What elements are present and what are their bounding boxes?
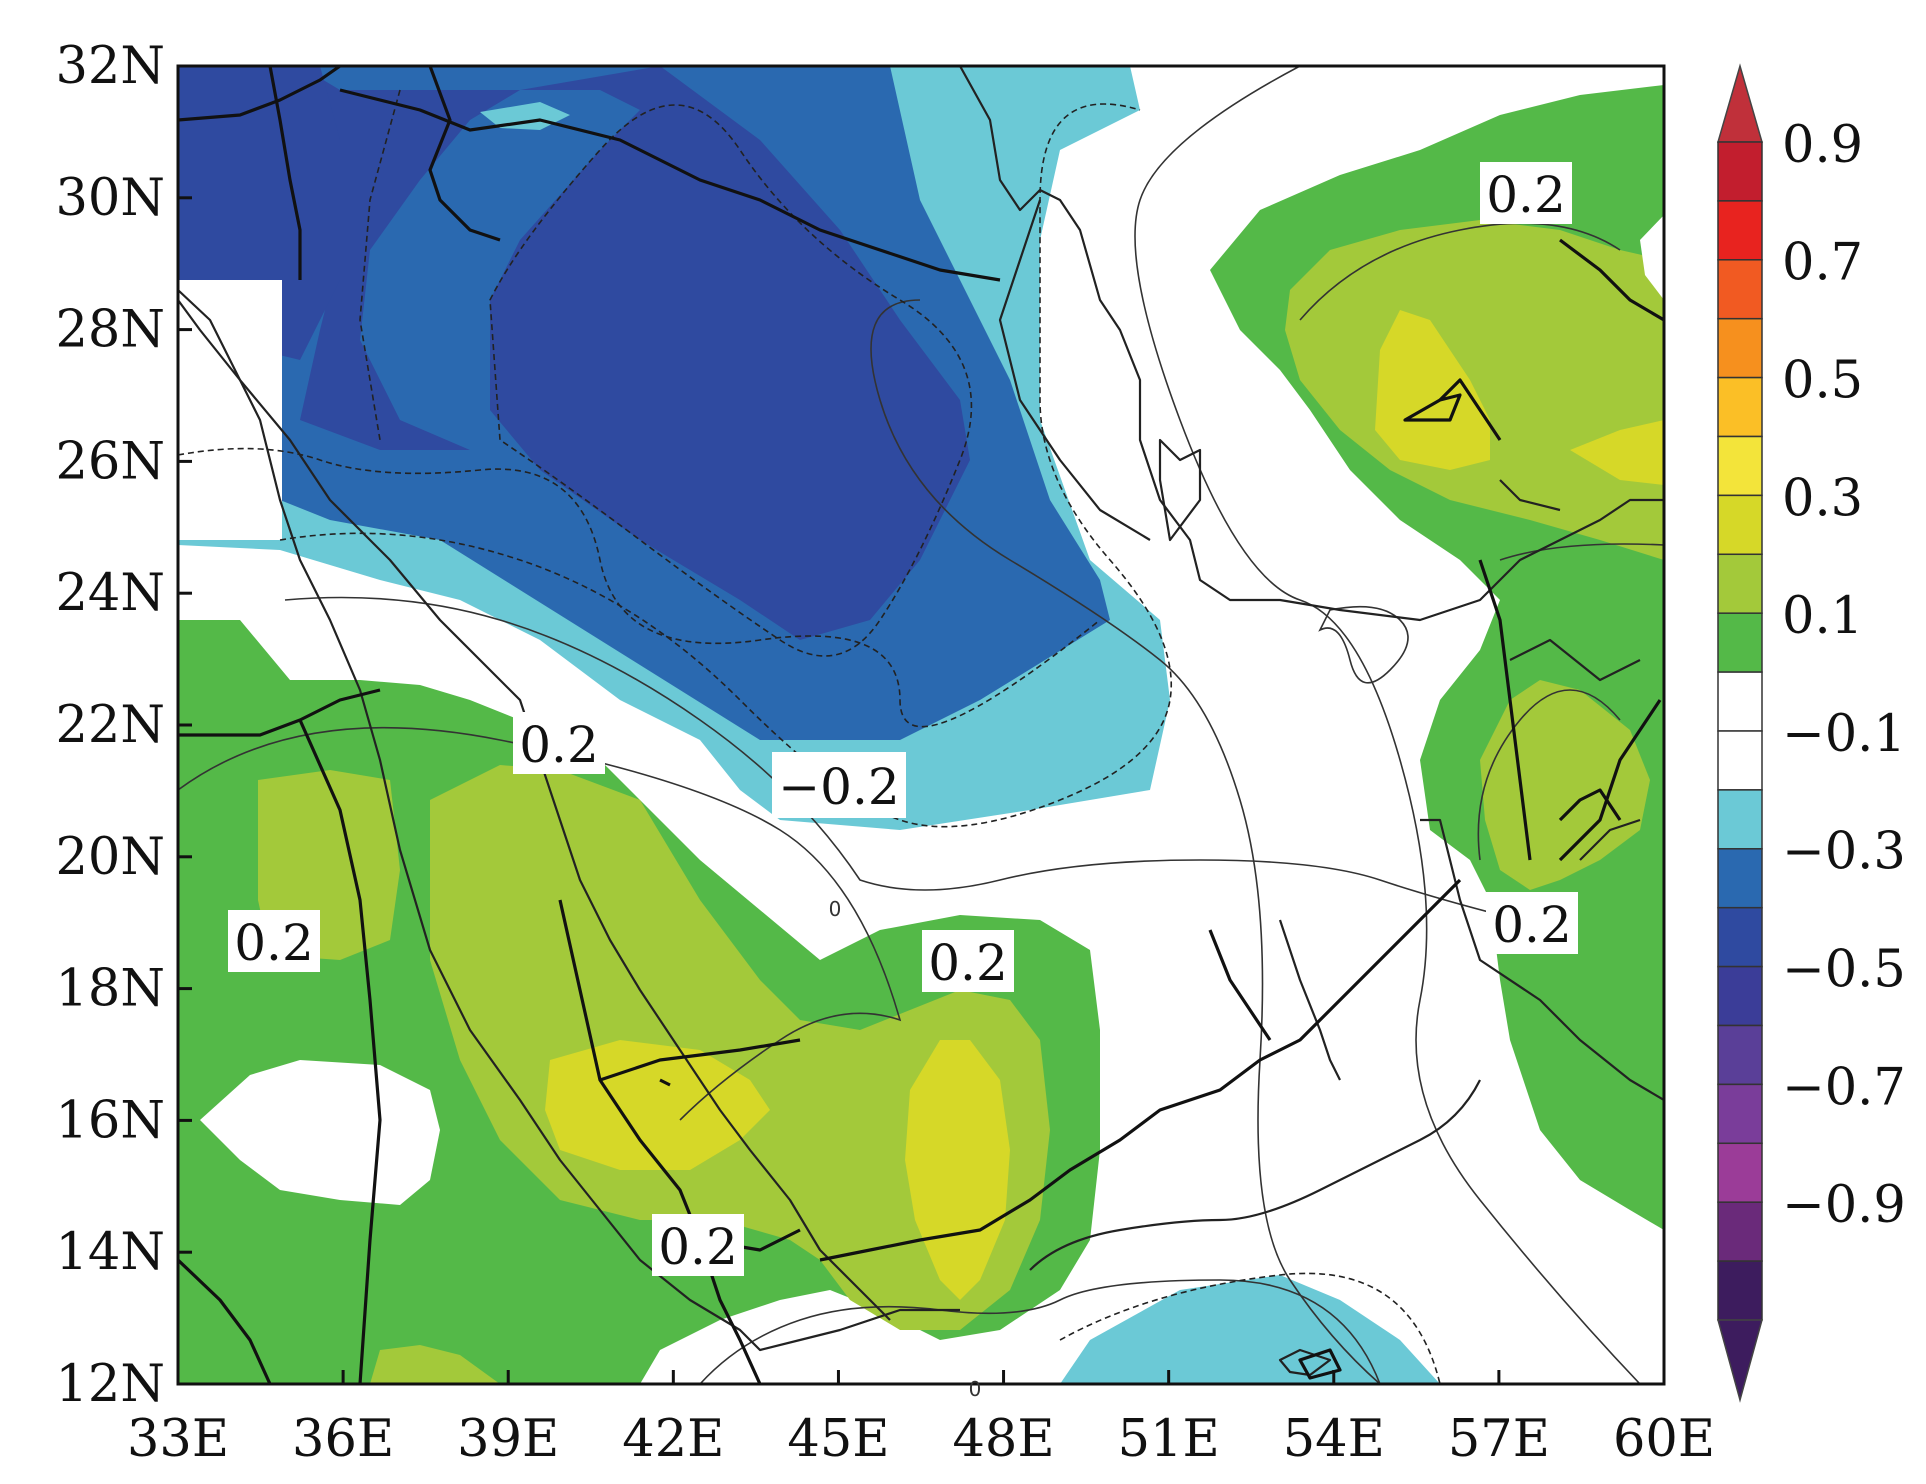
region-yellow-east-north (1375, 310, 1490, 470)
contour-label: 0.2 (1492, 896, 1572, 954)
colorbar-segment (1717, 494, 1763, 556)
region-light-green-central (430, 765, 1050, 1330)
colorbar-label: 0.3 (1782, 469, 1863, 528)
colorbar-segment (1717, 435, 1763, 497)
colorbar-segment (1717, 141, 1763, 202)
x-tick-label: 51E (1118, 1410, 1220, 1469)
region-white-west (178, 280, 282, 540)
x-tick-label: 33E (127, 1410, 229, 1469)
contour-label: 0.2 (658, 1218, 738, 1276)
contour-labels: 0.2 0.2 −0.2 0.2 0.2 0.2 0.2 0 0 (228, 162, 1578, 1401)
region-yellow-east-edge (1570, 420, 1664, 485)
contour-label-box (228, 910, 320, 972)
contour-lines (178, 66, 1664, 1384)
contour-label-box (513, 712, 605, 774)
colorbar-segment (1717, 317, 1763, 379)
x-tick-label: 36E (292, 1410, 394, 1469)
coastlines (178, 66, 1664, 1377)
x-tick-label: 57E (1448, 1410, 1550, 1469)
region-yellow-center (545, 1040, 770, 1170)
colorbar-segment (1717, 1083, 1763, 1145)
y-tick-label: 16N (55, 1091, 165, 1150)
region-white-notch-east (1640, 215, 1664, 300)
x-tick-label: 48E (952, 1410, 1054, 1469)
contour-label: 0.2 (928, 934, 1008, 992)
region-white-hole (200, 1060, 440, 1205)
y-tick-label: 12N (55, 1355, 165, 1414)
country-borders (178, 66, 1664, 1384)
colorbar-label: 0.1 (1782, 587, 1863, 646)
colorbar-segment (1717, 376, 1763, 438)
region-light-green-south (370, 1345, 500, 1384)
contour-label: −0.2 (778, 758, 899, 816)
region-yellow-east (905, 1040, 1010, 1300)
y-tick-label: 26N (55, 432, 165, 491)
colorbar-label: 0.5 (1782, 352, 1863, 411)
x-tick-label: 42E (622, 1410, 724, 1469)
y-tick-label: 28N (55, 301, 165, 360)
colorbar-segment (1717, 1260, 1763, 1321)
colorbar-label: −0.7 (1782, 1058, 1906, 1117)
zero-contour-label: 0 (829, 897, 842, 921)
colorbar-segment (1717, 553, 1763, 614)
colorbar-segment (1717, 730, 1763, 791)
colorbar-label: 0.7 (1782, 234, 1863, 293)
y-tick-label: 20N (55, 828, 165, 887)
colorbar-segment (1717, 1201, 1763, 1262)
colorbar-segment (1717, 1024, 1763, 1086)
x-tick-label: 39E (457, 1410, 559, 1469)
colorbar-segment (1717, 789, 1763, 850)
x-tick-label: 60E (1613, 1410, 1715, 1469)
colorbar-label: −0.9 (1782, 1176, 1906, 1235)
contour-label-box (1480, 162, 1572, 224)
colorbar-segment (1717, 965, 1763, 1027)
colorbar-segment (1717, 671, 1763, 732)
colorbar-segment (1717, 259, 1763, 320)
zero-contour-label: 0 (969, 1377, 982, 1401)
colorbar-segment (1717, 200, 1763, 261)
y-tick-label: 32N (55, 37, 165, 96)
colorbar-arrow-bottom (1717, 1319, 1763, 1403)
colorbar-label: −0.5 (1782, 941, 1906, 1000)
y-tick-label: 18N (55, 960, 165, 1019)
x-tick-label: 54E (1283, 1410, 1385, 1469)
y-tick-label: 30N (55, 169, 165, 228)
negative-contour-lines (178, 89, 1441, 1384)
y-tick-label: 22N (55, 696, 165, 755)
contour-label: 0.2 (519, 716, 599, 774)
y-tick-label: 14N (55, 1223, 165, 1282)
map-plot-area (178, 66, 1664, 1384)
colorbar-segment (1717, 906, 1763, 968)
colorbar-segment (1717, 848, 1763, 909)
x-axis: 33E 36E 39E 42E 45E 48E 51E 54E 57E 60E (127, 1370, 1715, 1469)
colorbar-segment (1717, 1142, 1763, 1203)
contour-label-box (772, 752, 906, 818)
contour-label-box (1486, 892, 1578, 954)
contour-label: 0.2 (1486, 166, 1566, 224)
colorbar-arrow-top (1717, 63, 1763, 143)
colorbar-label: −0.1 (1782, 705, 1906, 764)
region-light-blue-south (1060, 1275, 1440, 1384)
colorbar-segment (1717, 612, 1763, 673)
y-tick-label: 24N (55, 564, 165, 623)
x-tick-label: 45E (787, 1410, 889, 1469)
contour-label: 0.2 (234, 914, 314, 972)
contour-label-box (652, 1214, 744, 1276)
colorbar-label: 0.9 (1782, 116, 1863, 175)
region-dark-blue-north (178, 66, 970, 640)
colorbar-label: −0.3 (1782, 823, 1906, 882)
colorbar: 0.9 0.7 0.5 0.3 0.1 −0.1 −0.3 −0.5 −0.7 −0.9 (1717, 63, 1906, 1403)
region-light-green-east-south (1480, 680, 1650, 890)
y-axis: 32N 30N 28N 26N 24N 22N 20N 18N 16N 14N 12N (55, 37, 192, 1414)
contour-label-box (922, 930, 1014, 992)
